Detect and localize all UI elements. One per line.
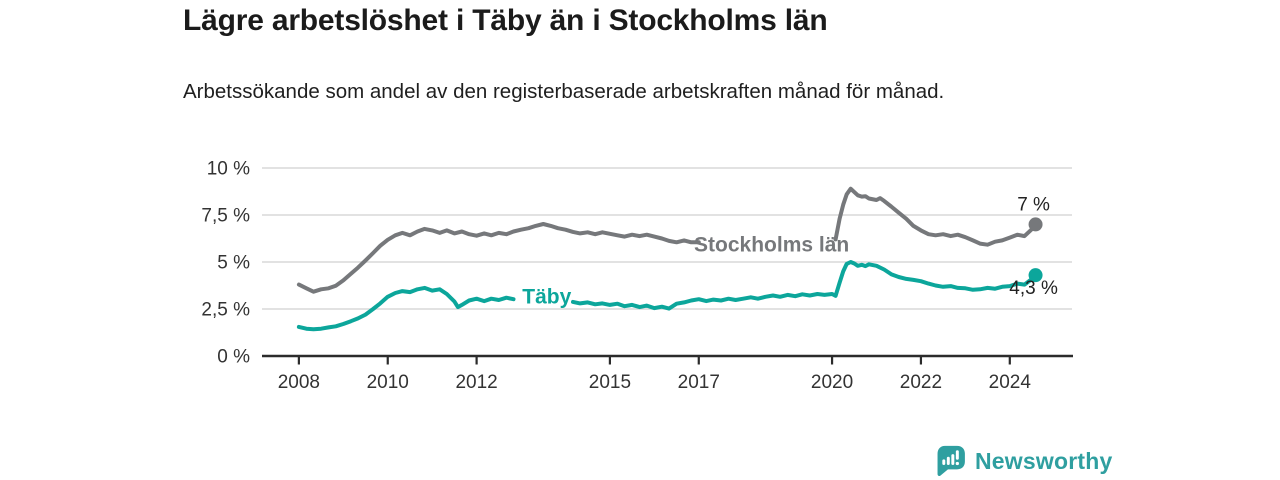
x-tick-label: 2022 — [900, 372, 942, 393]
x-tick-label: 2010 — [367, 372, 409, 393]
x-tick-label: 2008 — [278, 372, 320, 393]
series-inline-label-stockholms-lan: Stockholms län — [694, 233, 849, 256]
series-end-label-stockholms-lan: 7 % — [1017, 194, 1050, 215]
chart-subtitle: Arbetssökande som andel av den registerb… — [183, 80, 945, 103]
series-line-stockholms-lan — [296, 186, 1038, 294]
newsworthy-logo-text: Newsworthy — [975, 448, 1113, 474]
newsworthy-logo: Newsworthy — [936, 445, 1112, 478]
series-end-dot-taby — [1028, 268, 1043, 283]
newsworthy-logo-icon — [937, 445, 965, 477]
x-tick-label: 2012 — [455, 372, 497, 393]
x-tick-label: 2015 — [589, 372, 631, 393]
x-tick-label: 2024 — [989, 372, 1032, 393]
x-tick-label: 2017 — [678, 372, 720, 393]
series-inline-label-taby: Täby — [522, 286, 571, 309]
y-tick-label: 0 % — [217, 347, 250, 368]
y-tick-label: 7,5 % — [201, 206, 250, 227]
y-tick-label: 10 % — [207, 159, 250, 180]
x-tick-label: 2020 — [811, 372, 853, 393]
y-tick-label: 5 % — [217, 253, 250, 274]
y-tick-label: 2,5 % — [201, 300, 250, 321]
series-end-dot-stockholms-lan — [1028, 217, 1043, 232]
series-end-label-taby: 4,3 % — [1009, 278, 1058, 299]
chart-title: Lägre arbetslöshet i Täby än i Stockholm… — [183, 4, 828, 37]
series-line-taby — [296, 260, 1038, 332]
